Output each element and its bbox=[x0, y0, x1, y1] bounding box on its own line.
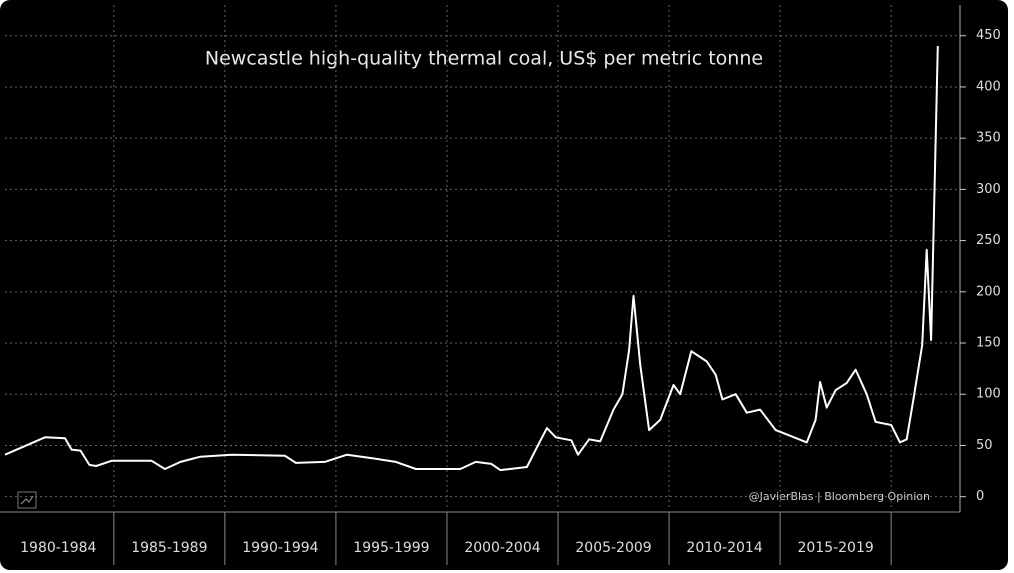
price-line bbox=[4, 45, 939, 472]
y-tick-label: 400 bbox=[976, 79, 1001, 94]
y-tick-label: 250 bbox=[976, 233, 1001, 248]
y-tick-label: 100 bbox=[976, 387, 1001, 402]
y-tick-label: 50 bbox=[976, 438, 993, 453]
x-band-label: 2005-2009 bbox=[575, 540, 651, 556]
x-band-label: 2010-2014 bbox=[686, 540, 762, 556]
y-tick-label: 450 bbox=[976, 28, 1001, 43]
x-band-label: 1990-1994 bbox=[242, 540, 318, 556]
x-band-label: 1985-1989 bbox=[131, 540, 207, 556]
credit: @JavierBlas | Bloomberg Opinion bbox=[749, 490, 930, 503]
chart-title: Newcastle high-quality thermal coal, US$… bbox=[205, 48, 763, 70]
x-band-label: 2000-2004 bbox=[464, 540, 540, 556]
y-tick-label: 300 bbox=[976, 182, 1001, 197]
y-tick-label: 350 bbox=[976, 131, 1001, 146]
x-band-label: 1980-1984 bbox=[20, 540, 96, 556]
y-tick-label: 200 bbox=[976, 284, 1001, 299]
chart-icon-line bbox=[20, 495, 34, 505]
x-band-label: 2015-2019 bbox=[797, 540, 873, 556]
chart-icon[interactable] bbox=[17, 491, 37, 509]
y-tick-label: 150 bbox=[976, 336, 1001, 351]
x-band-label: 1995-1999 bbox=[353, 540, 429, 556]
y-tick-label: 0 bbox=[976, 489, 984, 504]
